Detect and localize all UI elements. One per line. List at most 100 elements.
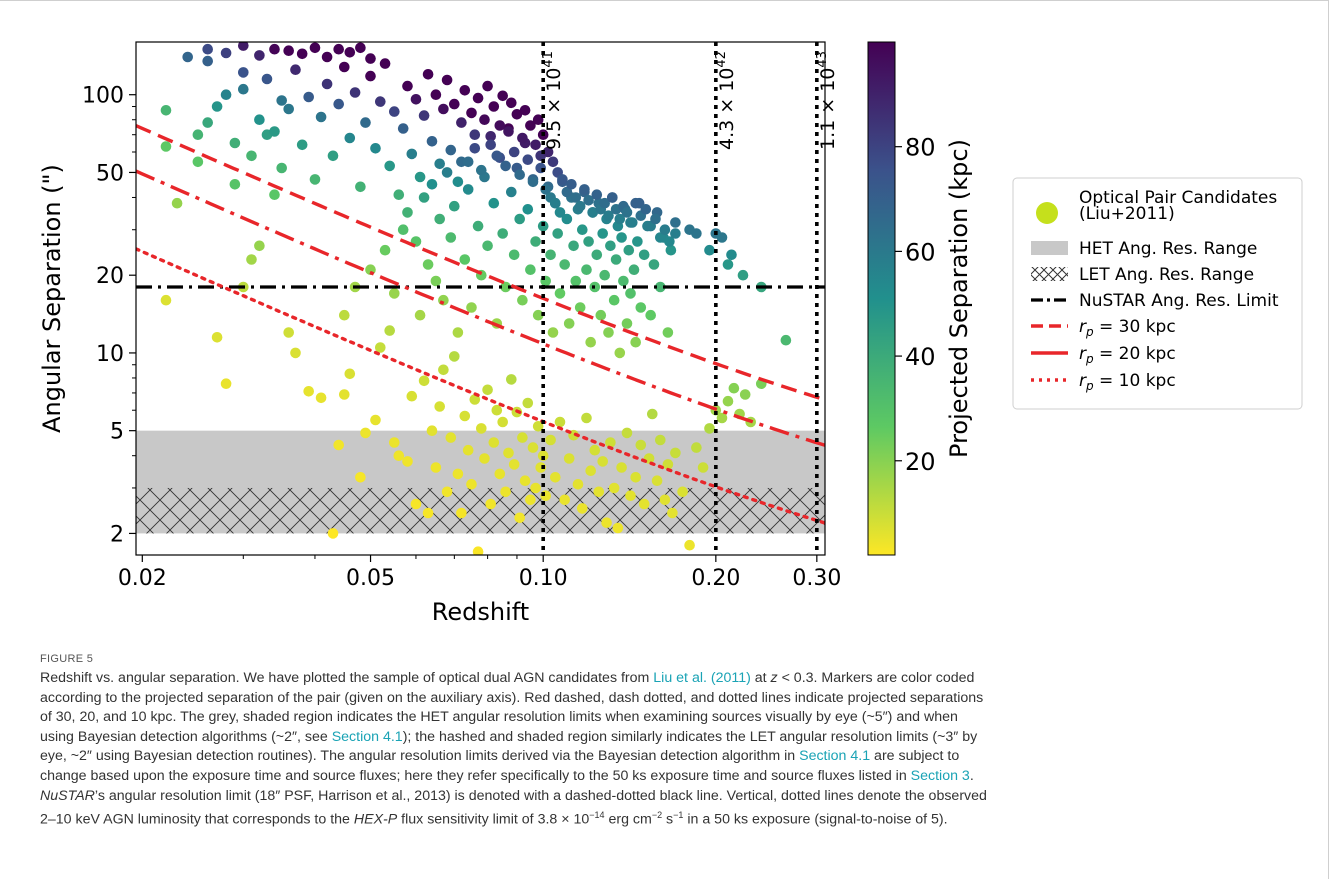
data-point xyxy=(500,160,511,172)
legend-box xyxy=(1012,177,1303,410)
data-point xyxy=(360,427,371,439)
data-point xyxy=(616,462,627,473)
colorbar-tick-label: 80 xyxy=(905,134,936,162)
data-point xyxy=(691,228,702,239)
data-point xyxy=(445,144,457,156)
data-point xyxy=(583,195,594,206)
data-point xyxy=(570,192,582,203)
data-point xyxy=(441,167,453,178)
data-point xyxy=(630,336,641,348)
data-point xyxy=(591,249,603,261)
data-point xyxy=(514,512,525,524)
caption-link[interactable]: Section 4.1 xyxy=(799,748,871,765)
data-point xyxy=(430,275,442,287)
data-point xyxy=(508,146,520,158)
y-tick-label: 5 xyxy=(110,420,124,445)
data-point xyxy=(422,507,434,519)
data-point xyxy=(339,309,350,321)
data-point xyxy=(283,103,295,115)
data-point xyxy=(438,364,449,376)
data-point xyxy=(160,105,172,116)
data-point xyxy=(648,259,660,270)
data-point xyxy=(379,58,391,69)
data-point xyxy=(601,517,612,528)
data-point xyxy=(422,69,434,80)
separation-curve-30kpc xyxy=(136,124,825,402)
data-point xyxy=(655,232,666,243)
data-point xyxy=(616,232,627,243)
data-point xyxy=(355,42,366,54)
data-point xyxy=(608,294,620,306)
data-point xyxy=(229,179,241,190)
data-point xyxy=(365,53,376,64)
data-point xyxy=(254,114,265,125)
data-point xyxy=(522,204,534,215)
x-tick-label: 0.05 xyxy=(346,566,395,591)
data-point xyxy=(469,129,481,140)
data-point xyxy=(552,228,563,239)
data-point xyxy=(554,207,566,218)
data-point xyxy=(469,143,481,154)
data-point xyxy=(434,401,446,412)
let-resolution-region xyxy=(136,487,825,534)
data-point xyxy=(659,494,671,506)
data-point xyxy=(220,89,232,100)
data-point xyxy=(466,107,477,119)
data-point xyxy=(220,378,232,390)
y-tick-label: 10 xyxy=(96,342,124,367)
data-point xyxy=(621,427,633,439)
data-point xyxy=(508,249,520,261)
data-point xyxy=(625,490,636,502)
data-point xyxy=(508,459,520,470)
data-point xyxy=(449,351,460,362)
data-point xyxy=(469,394,481,405)
data-point xyxy=(192,129,204,140)
data-point xyxy=(559,259,570,270)
caption-text: change based upon the exposure time and … xyxy=(40,767,911,784)
data-point xyxy=(488,437,500,448)
data-point xyxy=(321,51,333,63)
data-point xyxy=(500,486,511,498)
data-point xyxy=(327,150,339,162)
data-point xyxy=(503,447,514,459)
data-point xyxy=(370,143,381,154)
data-point xyxy=(568,240,579,252)
data-point xyxy=(389,288,400,299)
data-point xyxy=(296,48,308,60)
data-point xyxy=(327,528,339,539)
data-point xyxy=(375,342,386,353)
data-point xyxy=(625,288,636,299)
data-point xyxy=(479,453,490,464)
data-point xyxy=(321,78,333,90)
data-point xyxy=(557,174,568,185)
data-point xyxy=(589,444,601,456)
data-point xyxy=(397,224,409,235)
caption-text: Redshift vs. angular separation. We have… xyxy=(40,670,654,686)
data-point xyxy=(659,224,671,235)
x-axis-label: Redshift xyxy=(432,598,529,626)
caption-link[interactable]: Section 4.1 xyxy=(331,728,403,745)
data-point xyxy=(220,47,232,59)
data-point xyxy=(704,244,715,256)
luminosity-label: 9.5 × 1041 xyxy=(541,51,565,150)
y-tick-label: 2 xyxy=(110,522,124,547)
data-point xyxy=(722,259,734,270)
data-point xyxy=(545,249,556,261)
data-point xyxy=(276,162,288,174)
data-point xyxy=(630,197,641,209)
data-point xyxy=(459,410,471,422)
data-point xyxy=(406,390,418,402)
caption-link[interactable]: Section 3 xyxy=(910,767,970,784)
data-point xyxy=(488,101,500,112)
data-point xyxy=(344,47,356,58)
colorbar-tick-label: 20 xyxy=(905,448,936,476)
data-point xyxy=(579,184,590,195)
caption-text: NuSTAR xyxy=(40,787,95,804)
data-point xyxy=(593,486,605,498)
data-point xyxy=(418,192,430,203)
data-point xyxy=(406,148,418,160)
data-point xyxy=(402,456,413,467)
caption-text: flux sensitivity limit of 3.8 × 10 xyxy=(397,811,590,828)
data-point xyxy=(583,236,594,247)
caption-link[interactable]: Liu et al. (2011) xyxy=(653,670,751,686)
